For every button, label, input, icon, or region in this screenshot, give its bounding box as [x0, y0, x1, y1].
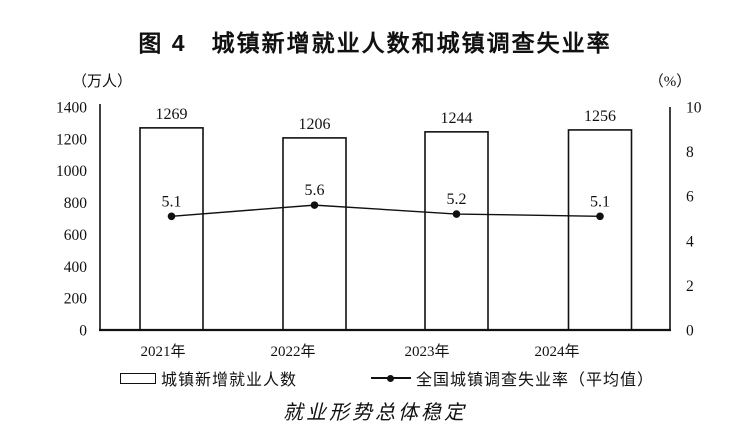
bar-2021 — [139, 127, 204, 331]
unemployment-rate-line — [171, 204, 601, 217]
right-axis-tick-label: 8 — [686, 144, 694, 161]
left-axis-tick-label: 1000 — [56, 163, 87, 180]
x-axis-label-2021: 2021年 — [140, 343, 185, 360]
left-axis-tick-label: 400 — [64, 259, 88, 276]
bar-value-label-2022: 1206 — [299, 116, 331, 133]
right-axis-tick-label: 2 — [686, 278, 694, 295]
line-swatch-dot — [387, 374, 394, 382]
line-value-label-2024: 5.1 — [590, 193, 610, 210]
right-axis-tick-label: 10 — [686, 100, 702, 117]
line-point-2022 — [310, 201, 319, 209]
left-axis-unit-label: （万人） — [71, 74, 132, 90]
legend-bar-label: 城镇新增就业人数 — [161, 372, 298, 389]
legend-item-new-employment: 城镇新增就业人数 — [120, 366, 297, 390]
line-value-label-2021: 5.1 — [162, 193, 182, 210]
line-point-2023 — [452, 210, 461, 218]
bar-2022 — [282, 137, 347, 331]
bar-swatch-icon — [120, 372, 156, 384]
figure-title: 图 4 城镇新增就业人数和城镇调查失业率 — [138, 30, 612, 56]
bar-value-label-2021: 1269 — [156, 106, 188, 123]
line-swatch-icon — [371, 374, 411, 383]
line-point-2024 — [596, 212, 604, 221]
left-axis-tick-label: 600 — [64, 227, 88, 244]
figure-caption: 就业形势总体稳定 — [283, 402, 467, 424]
left-axis-tick-label: 200 — [64, 291, 88, 308]
line-value-label-2023: 5.2 — [447, 191, 467, 208]
right-axis-tick-label: 6 — [686, 189, 694, 206]
legend-item-unemployment-rate: 全国城镇调查失业率（平均值） — [371, 366, 654, 390]
bar-value-label-2023: 1244 — [441, 110, 473, 127]
bar-2023 — [424, 131, 489, 331]
left-axis-tick-label: 800 — [64, 195, 88, 212]
bar-2024 — [567, 129, 633, 331]
x-axis-label-2023: 2023年 — [404, 343, 449, 360]
legend-line-label: 全国城镇调查失业率（平均值） — [416, 372, 655, 389]
left-axis-tick-label: 1200 — [56, 131, 87, 148]
line-point-2021 — [167, 212, 176, 221]
right-axis-tick-label: 0 — [686, 323, 694, 340]
left-axis-tick-label: 1400 — [56, 100, 87, 117]
right-axis-tick-label: 4 — [686, 233, 694, 250]
left-axis-tick-label: 0 — [79, 323, 87, 340]
bar-value-label-2024: 1256 — [584, 108, 616, 125]
line-value-label-2022: 5.6 — [305, 182, 325, 199]
x-axis-label-2022: 2022年 — [270, 343, 315, 360]
right-axis-unit-label: （%） — [648, 74, 692, 90]
x-axis-label-2024: 2024年 — [534, 343, 579, 360]
